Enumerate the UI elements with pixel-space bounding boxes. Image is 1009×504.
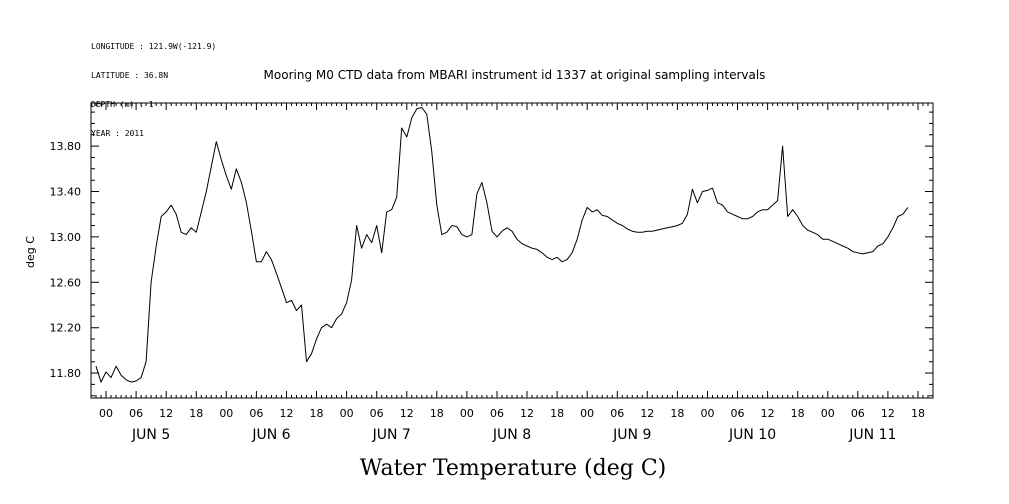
x-tick-label: 06 (370, 407, 384, 420)
x-tick-label: 00 (460, 407, 474, 420)
x-tick-labels: 00 06 12 18 00 06 12 18 00 06 12 18 00 06 12 18 00 06 12 18… (99, 407, 925, 420)
chart-title: Mooring M0 CTD data from MBARI instrumen… (263, 68, 766, 82)
x-tick-label: 00 (99, 407, 113, 420)
x-tick-label: 00 (700, 407, 714, 420)
x-tick-label: 12 (279, 407, 293, 420)
x-tick-label: 06 (610, 407, 624, 420)
y-tick-label: 13.40 (50, 186, 82, 199)
x-day-label: JUN 11 (848, 427, 896, 443)
x-day-label: JUN 7 (372, 427, 411, 443)
x-tick-label: 12 (640, 407, 654, 420)
x-day-label: JUN 6 (251, 427, 290, 443)
x-tick-label: 12 (520, 407, 534, 420)
x-tick-label: 18 (791, 407, 805, 420)
x-tick-label: 00 (219, 407, 233, 420)
x-tick-label: 12 (881, 407, 895, 420)
tick-marks (90, 103, 934, 398)
x-tick-label: 00 (340, 407, 354, 420)
x-tick-label: 06 (129, 407, 143, 420)
x-tick-label: 00 (580, 407, 594, 420)
x-tick-label: 06 (249, 407, 263, 420)
x-tick-label: 12 (761, 407, 775, 420)
x-day-label: JUN 8 (492, 427, 531, 443)
x-tick-label: 06 (490, 407, 504, 420)
x-tick-label: 18 (310, 407, 324, 420)
x-day-label: JUN 10 (728, 427, 776, 443)
x-tick-label: 06 (851, 407, 865, 420)
x-tick-label: 18 (911, 407, 925, 420)
series-line-water-temperature (95, 107, 909, 383)
x-axis-title: Water Temperature (deg C) (360, 456, 667, 481)
series-layer (95, 107, 909, 383)
x-tick-label: 12 (159, 407, 173, 420)
y-tick-label: 12.20 (50, 322, 82, 335)
x-tick-label: 12 (400, 407, 414, 420)
y-tick-label: 13.80 (50, 140, 82, 153)
plot-frame (90, 102, 934, 399)
y-tick-label: 13.00 (50, 231, 82, 244)
plot-border (90, 102, 934, 399)
x-tick-label: 18 (670, 407, 684, 420)
axis-ticks (90, 103, 934, 398)
y-tick-label: 11.80 (50, 367, 82, 380)
x-day-label: JUN 5 (131, 427, 170, 443)
x-day-label: JUN 9 (612, 427, 651, 443)
y-tick-label: 12.60 (50, 276, 82, 289)
x-day-labels: JUN 5 JUN 6 JUN 7 JUN 8 JUN 9 JUN 10 JUN 11 (131, 427, 896, 443)
y-axis-title: deg C (24, 236, 37, 268)
meta-latitude: LATITUDE : 36.8N (91, 70, 169, 80)
x-tick-label: 18 (430, 407, 444, 420)
y-tick-labels: 11.80 12.20 12.60 13.00 13.40 13.80 (50, 140, 82, 380)
meta-year: YEAR : 2011 (91, 128, 144, 138)
x-tick-label: 18 (550, 407, 564, 420)
meta-longitude: LONGITUDE : 121.9W(-121.9) (91, 42, 217, 52)
x-tick-label: 00 (821, 407, 835, 420)
x-tick-label: 06 (731, 407, 745, 420)
x-tick-label: 18 (189, 407, 203, 420)
